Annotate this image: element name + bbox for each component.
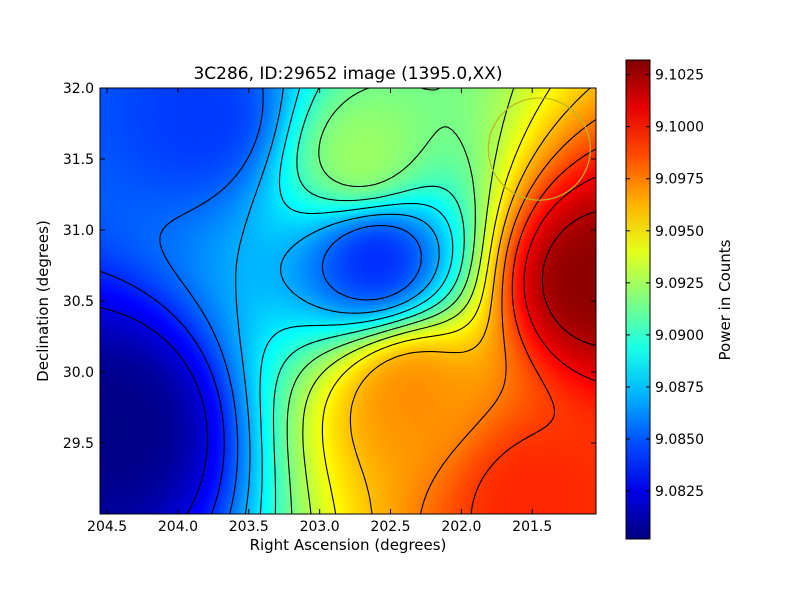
y-tick-label-4: 31.5 bbox=[63, 152, 94, 168]
colorbar: 9.0825 9.0850 9.0875 9.0900 9.0925 9.0950 9.09… bbox=[625, 59, 734, 540]
y-tick-label-1: 30.0 bbox=[63, 365, 94, 381]
colorbar-tick-label-0: 9.0825 bbox=[655, 484, 704, 500]
x-tick-label-3: 203.0 bbox=[300, 519, 340, 535]
y-tick-label-3: 31.0 bbox=[63, 223, 94, 239]
chart-title: 3C286, ID:29652 image (1395.0,XX) bbox=[193, 64, 502, 84]
colorbar-tick-label-4: 9.0925 bbox=[655, 276, 704, 292]
contour-line-0 bbox=[100, 307, 209, 514]
x-tick-label-6: 201.5 bbox=[512, 519, 552, 535]
y-axis-label: Declination (degrees) bbox=[34, 220, 52, 382]
contour-line-4 bbox=[259, 88, 454, 514]
contour-line-2 bbox=[159, 88, 422, 514]
colorbar-ticks: 9.0825 9.0850 9.0875 9.0900 9.0925 9.0950 9.09… bbox=[626, 68, 704, 500]
x-tick-label-2: 203.5 bbox=[229, 519, 269, 535]
x-axis-label: Right Ascension (degrees) bbox=[250, 536, 447, 554]
heatmap-area bbox=[99, 87, 597, 515]
y-tick-label-0: 29.5 bbox=[63, 436, 94, 452]
colorbar-gradient bbox=[625, 59, 651, 540]
y-axis: 29.5 30.0 30.5 31.0 31.5 32.0 bbox=[63, 81, 596, 452]
colorbar-tick-label-2: 9.0875 bbox=[655, 380, 704, 396]
y-tick-label-2: 30.5 bbox=[63, 294, 94, 310]
contour-line-11 bbox=[470, 148, 596, 514]
contour-line-7 bbox=[302, 88, 515, 514]
contour-line-6 bbox=[286, 88, 476, 514]
heatmap-image bbox=[100, 88, 596, 514]
contour-line-12 bbox=[523, 176, 596, 382]
contour-line-9 bbox=[349, 88, 591, 514]
colorbar-label: Power in Counts bbox=[716, 239, 734, 360]
y-tick-label-5: 32.0 bbox=[63, 81, 94, 97]
contour-line-1 bbox=[100, 270, 225, 514]
beam-circle bbox=[487, 97, 591, 201]
contour-lines bbox=[100, 88, 596, 514]
x-tick-label-0: 204.5 bbox=[87, 519, 127, 535]
x-axis: 204.5 204.0 203.5 203.0 202.5 202.0 201.5 bbox=[87, 88, 552, 535]
contour-line-5 bbox=[272, 88, 465, 514]
x-tick-label-1: 204.0 bbox=[158, 519, 198, 535]
colorbar-tick-label-5: 9.0950 bbox=[655, 224, 704, 240]
x-tick-label-5: 202.0 bbox=[441, 519, 481, 535]
colorbar-tick-label-8: 9.1025 bbox=[655, 68, 704, 84]
colorbar-tick-label-3: 9.0900 bbox=[655, 328, 704, 344]
x-tick-label-4: 202.5 bbox=[370, 519, 410, 535]
contour-line-13 bbox=[541, 211, 596, 347]
contour-line-3 bbox=[235, 88, 440, 514]
colorbar-tick-label-6: 9.0975 bbox=[655, 172, 704, 188]
colorbar-tick-label-7: 9.1000 bbox=[655, 120, 704, 136]
colorbar-tick-label-1: 9.0850 bbox=[655, 432, 704, 448]
